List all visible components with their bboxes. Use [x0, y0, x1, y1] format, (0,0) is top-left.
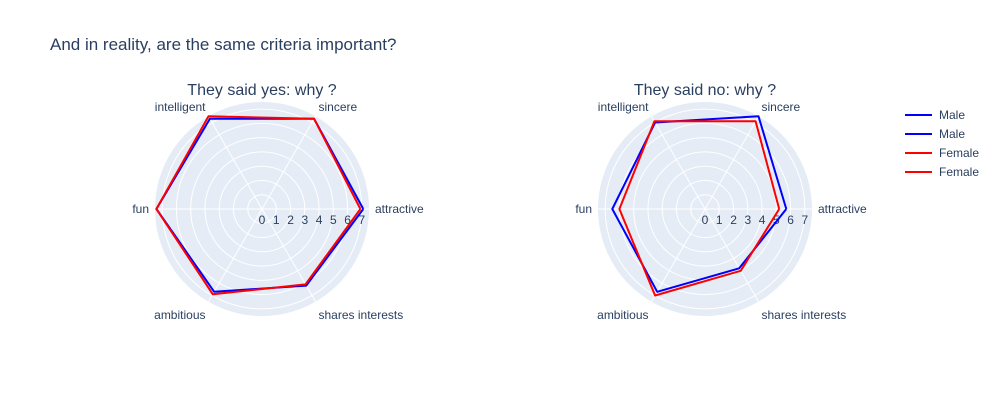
axis-label-shares-interests: shares interests [319, 308, 404, 322]
grid-spoke [704, 116, 759, 210]
legend: Male Male Female Female [905, 108, 979, 179]
grid-spoke [651, 116, 706, 210]
axis-label-attractive: attractive [375, 202, 424, 216]
series-line-female [155, 115, 362, 296]
series-line-male [611, 115, 788, 293]
radial-tick-label: 7 [802, 213, 809, 227]
grid-spoke [704, 208, 759, 302]
subplot-title: They said yes: why ? [187, 82, 337, 99]
radial-tick-label: 1 [716, 213, 723, 227]
figure-title: And in reality, are the same criteria im… [50, 35, 396, 54]
radial-tick-label: 3 [744, 213, 751, 227]
radial-tick-label: 6 [787, 213, 794, 227]
axis-label-ambitious: ambitious [597, 308, 648, 322]
legend-label: Female [939, 146, 979, 160]
radial-tick-label: 3 [301, 213, 308, 227]
legend-label: Male [939, 108, 965, 122]
radial-tick-label: 2 [287, 213, 294, 227]
axis-label-ambitious: ambitious [154, 308, 205, 322]
radial-tick-label: 4 [316, 213, 323, 227]
grid-spoke [651, 208, 706, 302]
subplot-title: They said no: why ? [634, 82, 776, 99]
radial-tick-label: 1 [273, 213, 280, 227]
axis-label-shares-interests: shares interests [762, 308, 847, 322]
radial-tick-label: 6 [344, 213, 351, 227]
axis-label-fun: fun [575, 202, 592, 216]
grid-spoke [261, 116, 316, 210]
grid-spoke [208, 208, 263, 302]
radial-tick-label: 5 [330, 213, 337, 227]
axis-label-sincere: sincere [762, 100, 801, 114]
radial-tick-label: 2 [730, 213, 737, 227]
axis-label-attractive: attractive [818, 202, 867, 216]
legend-label: Female [939, 165, 979, 179]
axis-label-intelligent: intelligent [598, 100, 649, 114]
radar-chart-yes: 0 1 2 3 4 5 6 7 They said yes: why ? attractive si… [132, 82, 424, 322]
grid-spoke [208, 116, 263, 210]
radial-tick-label: 0 [259, 213, 266, 227]
series-line-female [618, 120, 781, 297]
legend-label: Male [939, 127, 965, 141]
radial-tick-label: 0 [702, 213, 709, 227]
radial-tick-label: 7 [359, 213, 366, 227]
axis-label-fun: fun [132, 202, 149, 216]
axis-label-sincere: sincere [319, 100, 358, 114]
radial-tick-label: 4 [759, 213, 766, 227]
axis-label-intelligent: intelligent [155, 100, 206, 114]
